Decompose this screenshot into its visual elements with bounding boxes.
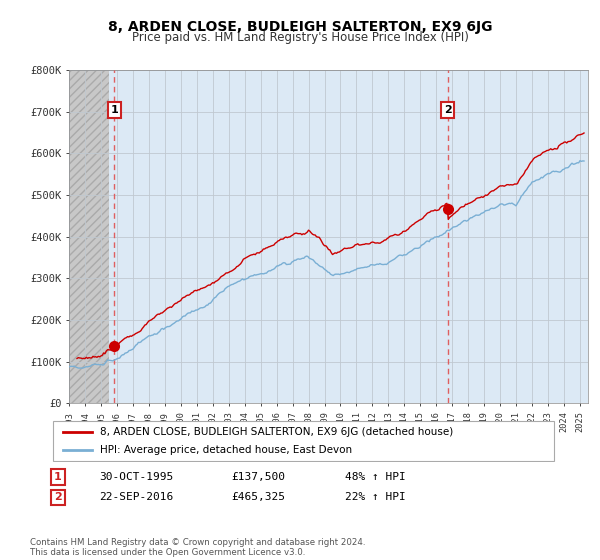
Text: £137,500: £137,500 xyxy=(231,472,285,482)
Text: Price paid vs. HM Land Registry's House Price Index (HPI): Price paid vs. HM Land Registry's House … xyxy=(131,31,469,44)
FancyBboxPatch shape xyxy=(53,421,554,461)
Text: 8, ARDEN CLOSE, BUDLEIGH SALTERTON, EX9 6JG (detached house): 8, ARDEN CLOSE, BUDLEIGH SALTERTON, EX9 … xyxy=(100,427,453,437)
Text: 2: 2 xyxy=(444,105,452,115)
Text: 30-OCT-1995: 30-OCT-1995 xyxy=(99,472,173,482)
Text: 48% ↑ HPI: 48% ↑ HPI xyxy=(345,472,406,482)
Text: 1: 1 xyxy=(110,105,118,115)
Text: 8, ARDEN CLOSE, BUDLEIGH SALTERTON, EX9 6JG: 8, ARDEN CLOSE, BUDLEIGH SALTERTON, EX9 … xyxy=(108,20,492,34)
Text: Contains HM Land Registry data © Crown copyright and database right 2024.
This d: Contains HM Land Registry data © Crown c… xyxy=(30,538,365,557)
Text: 22% ↑ HPI: 22% ↑ HPI xyxy=(345,492,406,502)
Text: HPI: Average price, detached house, East Devon: HPI: Average price, detached house, East… xyxy=(100,445,352,455)
Text: 22-SEP-2016: 22-SEP-2016 xyxy=(99,492,173,502)
Text: 2: 2 xyxy=(54,492,62,502)
Bar xyxy=(69,70,109,403)
Text: 1: 1 xyxy=(54,472,62,482)
Text: £465,325: £465,325 xyxy=(231,492,285,502)
